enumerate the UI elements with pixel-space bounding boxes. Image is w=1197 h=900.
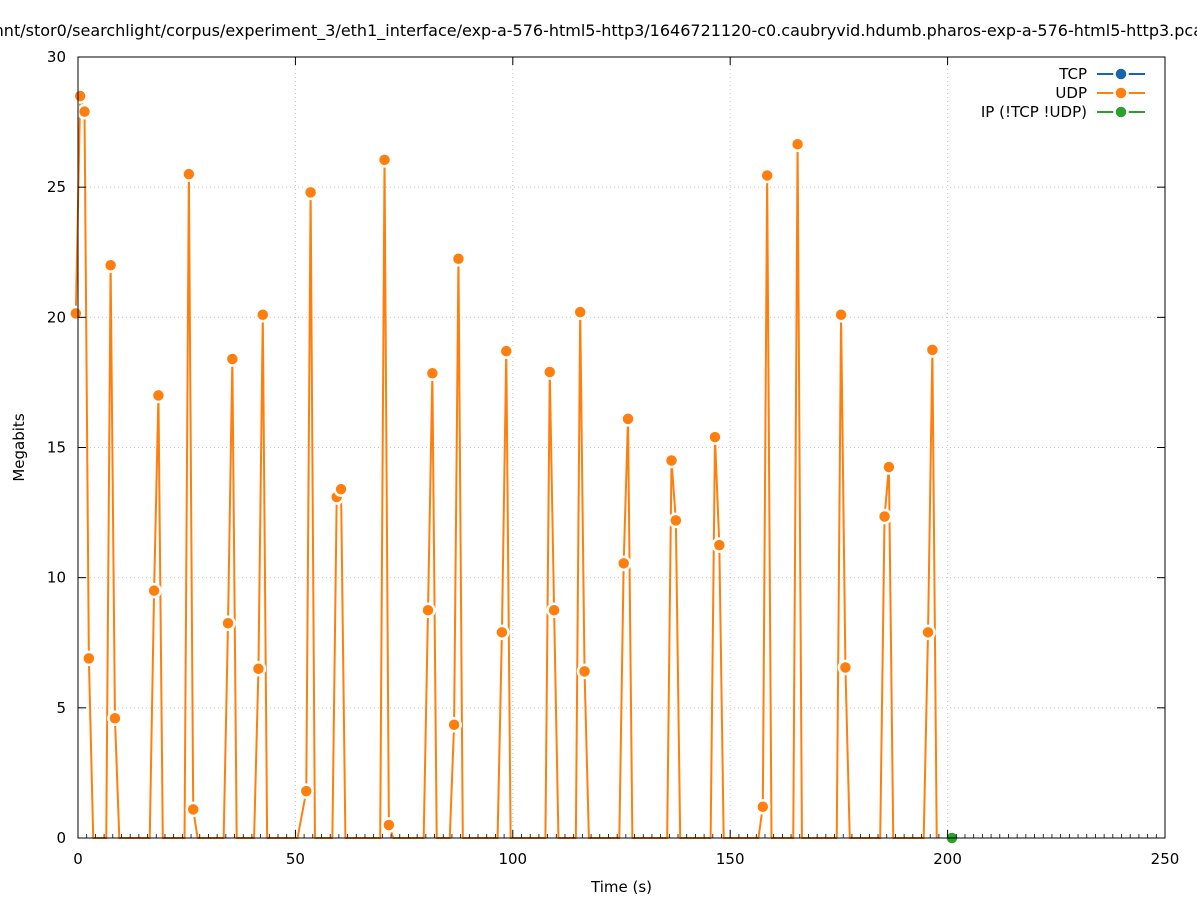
data-point — [185, 801, 201, 818]
data-point — [250, 661, 267, 677]
data-point — [81, 650, 97, 667]
data-point — [572, 304, 588, 320]
data-point — [420, 602, 436, 618]
data-point — [224, 351, 241, 367]
data-point — [546, 602, 562, 618]
chart-title: /mnt/stor0/searchlight/corpus/experiment… — [0, 21, 1197, 41]
data-point — [72, 88, 88, 104]
legend-marker — [1113, 66, 1129, 82]
y-axis-label: Megabits — [10, 413, 28, 481]
x-tick-label: 100 — [498, 850, 527, 868]
y-tick-label: 5 — [56, 699, 66, 717]
data-point — [759, 167, 775, 184]
data-point — [102, 257, 119, 274]
data-point — [381, 817, 397, 833]
legend-label: TCP — [1058, 65, 1087, 83]
data-point — [220, 615, 236, 631]
y-tick-label: 20 — [47, 308, 66, 326]
data-point — [255, 306, 271, 323]
data-point — [755, 799, 771, 815]
legend-marker — [1113, 104, 1129, 120]
data-point — [924, 342, 941, 358]
x-tick-label: 0 — [73, 850, 83, 868]
data-point — [424, 365, 441, 382]
data-point — [376, 152, 393, 168]
data-point — [302, 184, 319, 201]
x-tick-label: 150 — [716, 850, 745, 868]
data-point — [711, 537, 728, 553]
data-point — [494, 624, 510, 641]
data-point — [298, 783, 315, 799]
data-point — [68, 305, 84, 322]
x-tick-label: 250 — [1151, 850, 1180, 868]
data-point — [146, 582, 162, 599]
series-line — [74, 95, 938, 839]
data-point — [789, 136, 806, 152]
legend-marker — [1113, 85, 1129, 101]
y-tick-label: 15 — [47, 439, 66, 457]
y-tick-label: 0 — [56, 829, 66, 847]
data-point — [615, 555, 632, 572]
data-point — [876, 508, 893, 525]
legend-label: UDP — [1055, 84, 1087, 102]
y-tick-label: 10 — [47, 569, 66, 587]
y-tick-label: 30 — [47, 48, 66, 66]
x-axis-label: Time (s) — [590, 878, 652, 896]
series-layer — [68, 88, 960, 846]
axis-ticks: 0 50 100 150 200 250 0 5 10 15 20 25 30 — [47, 48, 1179, 868]
data-point — [833, 306, 849, 323]
data-point — [881, 459, 897, 475]
data-point — [668, 512, 684, 529]
data-point — [333, 481, 349, 497]
data-point — [542, 364, 558, 380]
legend-label: IP (!TCP !UDP) — [981, 103, 1087, 121]
data-point — [576, 663, 593, 680]
series-1 — [68, 88, 941, 839]
x-tick-label: 200 — [933, 850, 962, 868]
data-point — [663, 452, 680, 469]
data-point — [107, 710, 123, 726]
data-point — [837, 659, 854, 676]
data-point — [498, 343, 515, 359]
data-point — [620, 411, 636, 427]
data-point — [181, 166, 197, 182]
data-point — [76, 103, 93, 120]
data-point — [707, 429, 723, 445]
data-point — [446, 717, 462, 733]
data-point — [150, 387, 167, 404]
data-point — [920, 624, 936, 641]
y-tick-label: 25 — [47, 178, 66, 196]
data-point — [450, 251, 467, 267]
x-tick-label: 50 — [286, 850, 305, 868]
